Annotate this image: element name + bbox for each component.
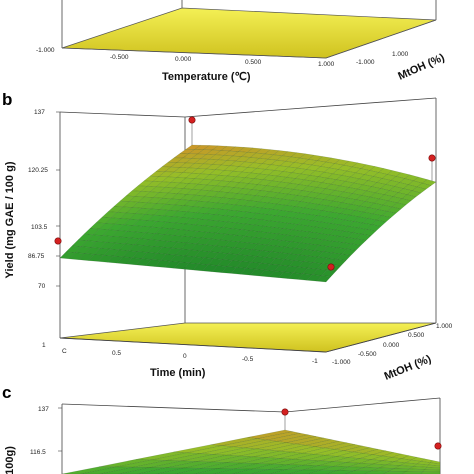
surface-cell	[326, 470, 355, 474]
panel-a-z-tick: 1.000	[392, 51, 409, 58]
panel-b-z-tick: 0.500	[408, 332, 425, 339]
surface-cell	[269, 469, 304, 474]
panel-c-design-point	[281, 408, 289, 416]
panel-c-wall-top-right	[284, 397, 441, 413]
panel-c-letter: c	[2, 383, 11, 402]
panel-c-response-surface	[61, 429, 441, 474]
panel-b-design-point	[428, 154, 436, 162]
panel-b-x-axis-label: Time (min)	[150, 367, 206, 379]
surface-cell	[405, 468, 426, 472]
surface-cell	[232, 468, 270, 474]
panel-b-wall-top-left	[59, 111, 186, 118]
panel-b-y-tick: 70	[38, 283, 46, 290]
surface-cell	[99, 467, 151, 474]
panel-b-x-axis-line	[59, 337, 327, 353]
panel-a-x-tick: 1.000	[318, 61, 335, 68]
surface-cell	[61, 466, 117, 474]
surface-cell	[307, 469, 338, 474]
surface-cell	[118, 467, 168, 474]
panel-b-design-point	[54, 237, 62, 245]
panel-b-x-tick: 1	[42, 342, 46, 349]
panel-b-y-ticks: 137 120.25 103.5 86.75 70	[28, 109, 60, 290]
surface-cell	[175, 468, 219, 474]
panel-b-letter: b	[2, 90, 12, 109]
panel-b: b 137 120.25 103.5 86.75 70 Yield (mg GA…	[2, 90, 453, 383]
panel-b-z-tick: 0.000	[383, 342, 400, 349]
panel-a-x-tick: 0.000	[175, 56, 192, 63]
panel-c-wall-top-left	[61, 403, 286, 413]
panel-b-z-axis-label: MtOH (%)	[383, 353, 434, 383]
panel-a-x-tick: -1.000	[36, 47, 55, 54]
panel-b-z-tick: -0.500	[358, 351, 377, 358]
panel-b-response-surface	[59, 144, 437, 283]
panel-a-z-tick: -1.000	[356, 59, 375, 66]
surface-cell	[250, 469, 287, 474]
panel-a-x-axis-label: Temperature (℃)	[162, 71, 251, 83]
panel-b-z-tick: -1.000	[332, 359, 351, 366]
panel-b-y-tick: 86.75	[28, 253, 45, 260]
panel-b-x-tick: C	[62, 348, 67, 355]
surface-cell	[420, 471, 441, 474]
panel-c: c 137 116.5 /100g)	[2, 383, 442, 474]
surface-cell	[364, 470, 389, 474]
panel-b-y-axis-label: Yield (mg GAE / 100 g)	[4, 161, 16, 278]
panel-b-x-tick: 0.5	[112, 350, 121, 357]
panel-b-y-tick: 137	[34, 109, 45, 116]
surface-cell	[194, 468, 236, 474]
panel-b-z-axis-line	[325, 322, 437, 353]
surface-cell	[156, 467, 202, 474]
surface-cell	[137, 467, 185, 474]
panel-c-design-point	[434, 442, 442, 450]
panel-b-x-tick: 0	[183, 353, 187, 360]
surface-cell	[80, 466, 134, 474]
panel-c-y-tick: 116.5	[30, 449, 46, 456]
panel-b-y-tick: 120.25	[28, 167, 48, 174]
panel-a-x-axis-line	[61, 47, 327, 59]
panel-b-x-tick: -1	[312, 358, 318, 365]
surface-cell	[288, 469, 321, 474]
panel-b-x-tick: -0.5	[242, 356, 254, 363]
surface-cell	[383, 471, 407, 474]
panel-b-design-point	[188, 116, 196, 124]
panel-c-y-axis-label: /100g)	[4, 446, 16, 474]
panel-c-y-tick: 137	[38, 406, 49, 413]
surface-cell	[345, 470, 372, 474]
panel-a-x-tick: 0.500	[245, 59, 262, 66]
panel-b-wall-top-right	[184, 97, 437, 118]
panel-a: -1.000 -0.500 0.000 0.500 1.000 -1.000 1…	[36, 0, 447, 83]
panel-b-z-tick: 1.000	[436, 323, 453, 330]
panel-a-x-tick: -0.500	[110, 54, 129, 61]
panel-b-design-point	[327, 263, 335, 271]
surface-cell	[401, 471, 424, 474]
surface-cell	[213, 468, 253, 474]
surface-cell	[316, 275, 332, 283]
panel-b-y-tick: 103.5	[31, 224, 48, 231]
panel-a-z-axis-line	[325, 19, 437, 59]
